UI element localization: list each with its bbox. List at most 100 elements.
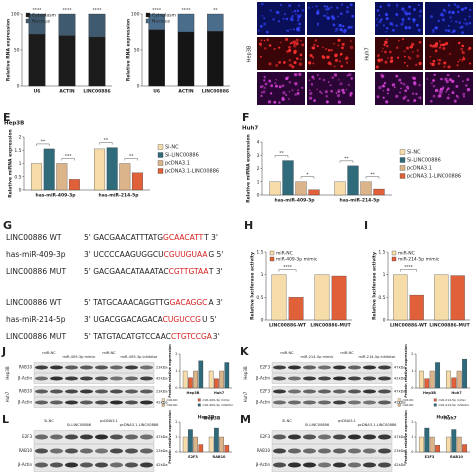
blot-band xyxy=(80,389,93,394)
lane-label: pcDNA3.1 xyxy=(338,419,356,423)
cell-dot xyxy=(349,25,353,29)
cell-dot xyxy=(391,83,396,87)
cell-dot xyxy=(415,92,418,95)
cell-dot xyxy=(437,62,441,65)
cell-dot xyxy=(469,8,472,11)
cell-dot xyxy=(345,88,348,91)
cell-dot xyxy=(455,84,459,88)
cell-dot xyxy=(296,91,300,95)
blot-band xyxy=(363,365,376,370)
cell-dot xyxy=(378,14,381,17)
y-tick-label: 1 xyxy=(383,272,386,278)
blot-band xyxy=(140,365,153,370)
bar xyxy=(424,378,430,389)
legend-swatch xyxy=(399,149,406,155)
cell-dot xyxy=(468,46,472,50)
size-label: 23kDa xyxy=(156,390,168,394)
blot-band xyxy=(110,400,123,405)
cell-dot xyxy=(268,62,272,66)
y-tick-label: 100 xyxy=(11,12,20,18)
cell-dot xyxy=(309,53,313,57)
blot-band xyxy=(35,400,48,405)
cell-dot xyxy=(437,19,440,23)
bar xyxy=(208,436,214,453)
cell-label: Hep3B xyxy=(5,366,10,380)
cell-dot xyxy=(288,81,292,84)
cell-dot xyxy=(395,46,399,49)
blot-band xyxy=(65,365,78,370)
bar xyxy=(288,297,304,321)
cell-dot xyxy=(348,72,352,77)
blot-band xyxy=(273,376,286,381)
cell-dot xyxy=(346,10,349,14)
cell-dot xyxy=(468,22,472,25)
size-label: 42kDa xyxy=(394,463,406,467)
cell-dot xyxy=(404,89,408,93)
cell-label: Hep3B xyxy=(247,45,253,62)
blot-band xyxy=(363,400,376,405)
cell-dot xyxy=(405,85,410,89)
cell-dot xyxy=(290,28,292,31)
y-axis-label: Protein relative expression xyxy=(404,410,408,464)
x-tick-label: has-miR-214-5p xyxy=(340,198,381,204)
cell-dot xyxy=(259,24,263,28)
blot-band xyxy=(65,376,78,381)
blot-band xyxy=(80,448,93,454)
binding-site: CGTTGTAA xyxy=(169,267,210,276)
blot-band xyxy=(273,448,286,454)
cell-dot xyxy=(335,54,338,57)
y-tick-label: 1 xyxy=(411,369,413,373)
cell-dot xyxy=(447,29,451,33)
significance-bracket xyxy=(339,160,354,163)
x-tick-label: Huh7 xyxy=(451,391,462,395)
legend-swatch xyxy=(157,144,164,150)
blot-band xyxy=(65,448,78,454)
bar xyxy=(208,370,214,389)
cell-dot xyxy=(296,9,299,12)
blot-band xyxy=(125,448,138,454)
size-label: 42kDa xyxy=(156,463,168,467)
cell-dot xyxy=(434,49,438,53)
cell-dot xyxy=(382,89,385,92)
blot-band xyxy=(303,400,316,405)
significance-bracket xyxy=(36,143,50,146)
bar-segment xyxy=(58,35,76,87)
cell-dot xyxy=(455,20,458,23)
blot-strip xyxy=(271,373,393,384)
sequence-flank: 3' xyxy=(213,332,220,341)
significance: ** xyxy=(344,156,349,162)
cell-dot xyxy=(263,86,266,90)
cell-dot xyxy=(298,14,302,17)
size-label: 42kDa xyxy=(394,401,406,405)
blot-band xyxy=(110,376,123,381)
cell-dot xyxy=(260,2,264,6)
cell-dot xyxy=(327,7,331,11)
cell-dot xyxy=(435,45,438,48)
cell-dot xyxy=(339,12,343,16)
panel-letter: I xyxy=(364,219,368,232)
cell-dot xyxy=(326,12,328,14)
blot-band xyxy=(273,462,286,468)
cell-dot xyxy=(375,65,379,69)
cell-dot xyxy=(259,85,263,89)
bar xyxy=(435,445,441,453)
x-tick-label: has-miR-409-3p xyxy=(36,193,77,199)
cell-dot xyxy=(301,86,304,89)
blot-band xyxy=(303,462,316,468)
cell-dot xyxy=(293,44,297,48)
blot-band xyxy=(80,462,93,468)
blot-band xyxy=(318,365,331,370)
bar xyxy=(224,362,230,389)
blot-band xyxy=(35,434,48,440)
cell-dot xyxy=(311,76,314,78)
blot-band xyxy=(80,434,93,440)
blot-band xyxy=(273,434,286,440)
cell-dot xyxy=(340,64,344,68)
bar xyxy=(43,148,55,191)
y-tick-label: 4 xyxy=(257,140,260,146)
cell-dot xyxy=(452,29,456,33)
significance: **** xyxy=(33,8,43,14)
binding-site: GCAACATT xyxy=(163,233,204,242)
cell-dot xyxy=(458,21,461,24)
significance-bracket xyxy=(61,158,75,161)
